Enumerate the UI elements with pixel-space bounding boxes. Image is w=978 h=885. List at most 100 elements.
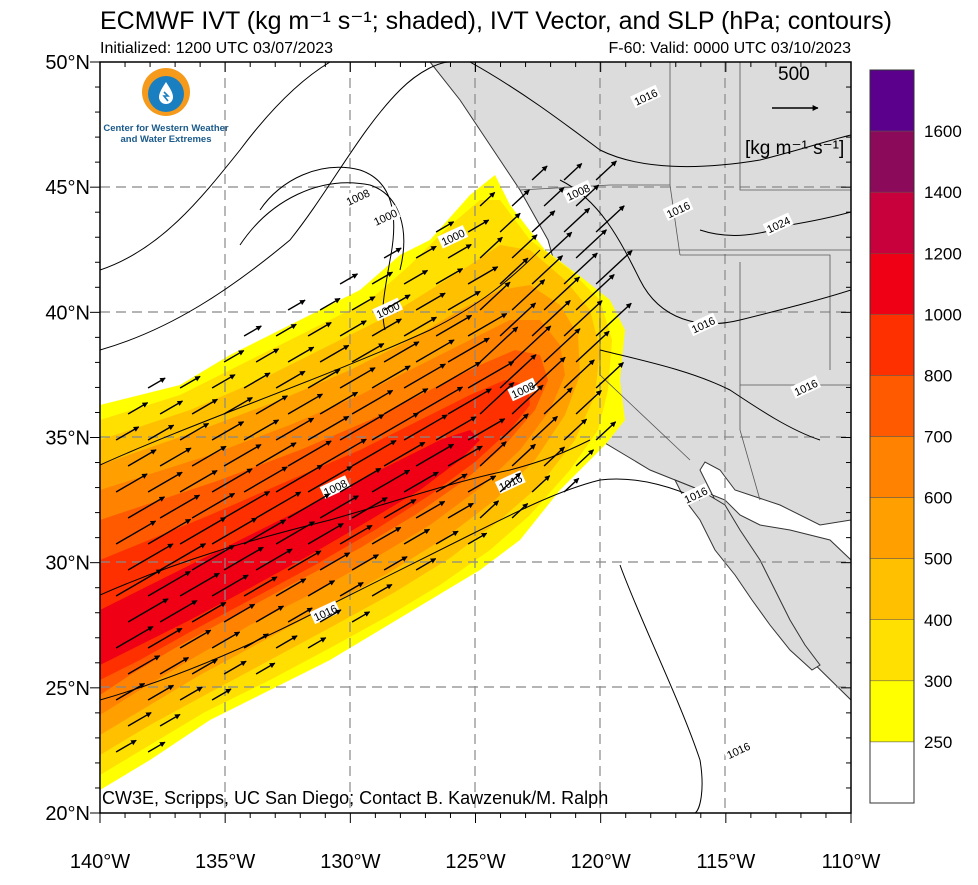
ivt-vector xyxy=(211,421,245,441)
ivt-vector xyxy=(319,495,359,519)
ivt-vector xyxy=(467,266,499,285)
ivt-vector xyxy=(339,524,373,545)
colorbar-swatch xyxy=(869,191,915,254)
ivt-vector xyxy=(159,656,190,675)
colorbar-swatch xyxy=(869,680,915,743)
ivt-vector xyxy=(307,321,332,337)
ivt-vector xyxy=(479,500,500,519)
valid-time: F-60: Valid: 0000 UTC 03/10/2023 xyxy=(608,40,851,57)
ivt-vector xyxy=(319,609,342,623)
ivt-vector xyxy=(339,320,367,337)
ivt-vector xyxy=(243,372,271,389)
ivt-vector xyxy=(371,318,402,337)
ivt-vector xyxy=(191,492,236,519)
reference-vector-value: 500 xyxy=(778,64,810,85)
ivt-vector xyxy=(511,234,538,259)
ivt-vector xyxy=(479,326,519,363)
ivt-vector xyxy=(147,570,191,597)
ivt-vector xyxy=(415,339,455,363)
ivt-vector xyxy=(563,418,588,441)
ivt-vector xyxy=(467,360,515,389)
ivt-vector xyxy=(275,417,315,441)
ivt-vector xyxy=(255,491,302,519)
ivt-vector xyxy=(179,629,212,649)
ivt-vector xyxy=(147,741,166,753)
ivt-vector xyxy=(191,601,227,623)
ivt-vector xyxy=(531,299,571,337)
ivt-vector xyxy=(319,438,367,467)
ivt-vector xyxy=(179,516,227,545)
lat-label: 35°N xyxy=(45,428,90,450)
ivt-vector xyxy=(115,625,154,649)
ivt-vector xyxy=(127,543,174,571)
ivt-vector xyxy=(127,598,169,623)
slp-contours xyxy=(100,62,851,813)
ivt-vector xyxy=(115,426,140,441)
lon-label: 115°W xyxy=(696,851,755,873)
ivt-vector xyxy=(275,323,297,337)
map-title: ECMWF IVT (kg m⁻¹ s⁻¹; shaded), IVT Vect… xyxy=(100,7,892,35)
ivt-vector xyxy=(511,279,546,311)
logo-line-2: and Water Extremes xyxy=(120,134,212,145)
ivt-vector xyxy=(511,443,536,467)
ivt-vector xyxy=(243,325,262,337)
reference-vector-unit: [kg m⁻¹ s⁻¹] xyxy=(745,138,845,159)
ivt-vector xyxy=(563,252,598,285)
ivt-vector xyxy=(127,711,152,727)
ivt-vector xyxy=(287,550,322,571)
ivt-vector xyxy=(287,299,306,311)
ivt-vector xyxy=(511,384,544,415)
ivt-vector xyxy=(479,441,507,467)
colorbar-swatch xyxy=(869,741,915,804)
ivt-vector xyxy=(371,583,393,597)
ivt-vector xyxy=(415,500,446,519)
ivt-vector xyxy=(191,445,227,467)
ivt-vector xyxy=(403,471,439,493)
land-baja-california xyxy=(673,479,821,671)
ivt-vector xyxy=(563,477,580,493)
ivt-vector xyxy=(371,526,402,545)
colorbar-label: 600 xyxy=(924,489,952,508)
ivt-vector xyxy=(383,341,420,363)
ivt-vector xyxy=(159,543,207,571)
ivt-vector xyxy=(371,271,394,285)
colorbar-label: 700 xyxy=(924,428,952,447)
ivt-vector xyxy=(575,229,607,259)
ivt-vector xyxy=(159,599,198,623)
ivt-vector xyxy=(435,530,459,545)
ivt-vector xyxy=(191,398,218,415)
ivt-vector xyxy=(415,557,437,571)
ivt-vector xyxy=(435,416,477,441)
cw3e-water-drop-logo-icon xyxy=(142,68,190,116)
ivt-vector xyxy=(563,359,595,389)
colorbar-frame xyxy=(869,69,915,804)
ivt-vector xyxy=(531,475,551,493)
ivt-vector xyxy=(159,713,181,727)
ivt-vector xyxy=(351,296,376,311)
ivt-vector xyxy=(339,273,358,285)
lon-label: 125°W xyxy=(445,851,505,873)
ivt-vector xyxy=(339,367,376,389)
ivt-vector xyxy=(403,414,448,441)
ivt-vector xyxy=(563,163,583,181)
ivt-vector xyxy=(435,361,482,389)
ivt-vector xyxy=(595,160,617,181)
ivt-vector xyxy=(223,660,247,675)
colorbar-label: 1400 xyxy=(924,183,962,202)
ivt-vector xyxy=(319,344,350,363)
ivt-vector xyxy=(479,236,503,259)
ivt-vector xyxy=(339,581,364,597)
ivt-vector xyxy=(383,441,426,467)
ivt-vector xyxy=(243,519,287,545)
ivt-vector xyxy=(383,247,402,259)
ivt-vector xyxy=(191,544,235,571)
ivt-vector xyxy=(371,469,411,493)
ivt-vector xyxy=(595,362,624,389)
ivt-vector xyxy=(383,556,408,571)
ivt-vector xyxy=(531,415,558,441)
ivt-vector xyxy=(307,415,350,441)
ivt-vector xyxy=(275,370,306,389)
ivt-vector xyxy=(383,294,411,311)
ivt-vector xyxy=(531,356,566,389)
